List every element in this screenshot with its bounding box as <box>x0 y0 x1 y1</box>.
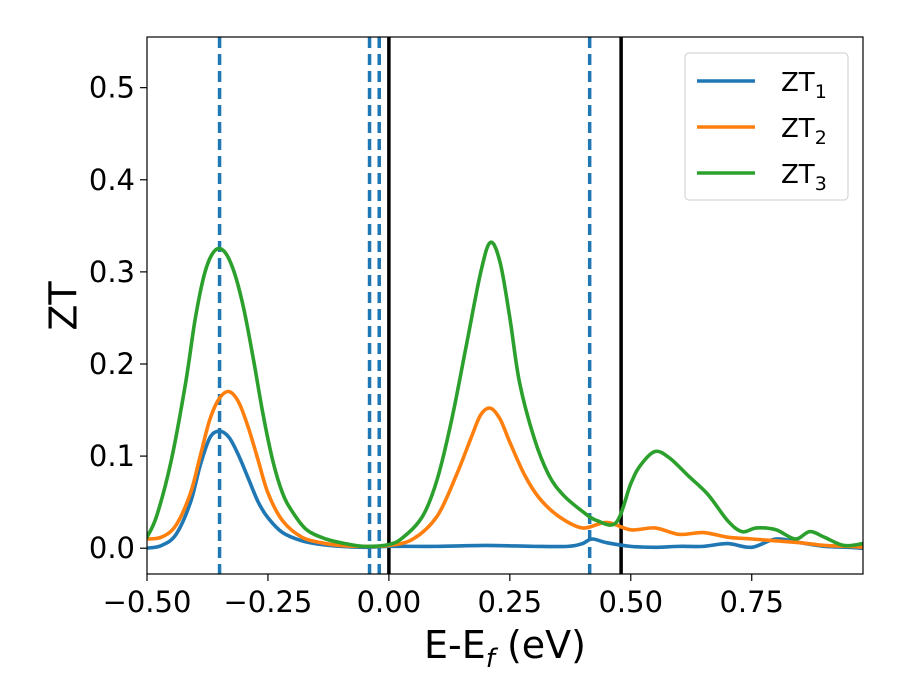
y-tick-label: 0.5 <box>89 71 135 105</box>
legend: ZT1 ZT2 ZT3 <box>684 52 849 201</box>
y-tick-label: 0.1 <box>89 439 135 473</box>
y-axis-ticks: 0.0 0.1 0.2 0.3 0.4 0.5 <box>89 71 147 565</box>
series-line-zt3 <box>147 240 863 549</box>
y-tick-label: 0.0 <box>89 531 135 565</box>
series-lines <box>147 240 863 551</box>
x-tick-label: 0.00 <box>357 585 422 619</box>
series-line-zt1 <box>147 429 863 551</box>
x-axis-ticks: −0.50 −0.25 0.00 0.25 0.50 0.75 <box>103 574 784 619</box>
x-tick-label: −0.25 <box>224 585 313 619</box>
x-tick-label: 0.50 <box>598 585 663 619</box>
series-line-zt2 <box>147 389 863 550</box>
vertical-reference-lines <box>217 37 623 574</box>
x-tick-label: −0.50 <box>103 585 192 619</box>
x-axis-title: E-Ef (eV) <box>424 623 586 674</box>
y-tick-label: 0.3 <box>89 255 135 289</box>
legend-frame <box>684 52 849 201</box>
x-tick-label: 0.75 <box>719 585 784 619</box>
y-tick-label: 0.2 <box>89 347 135 381</box>
legend-label-zt1: ZT1 <box>781 68 827 103</box>
legend-label-zt3: ZT3 <box>781 160 827 195</box>
plot-frame <box>146 36 864 575</box>
y-axis-title: ZT <box>42 281 86 331</box>
legend-label-zt2: ZT2 <box>781 114 827 149</box>
y-tick-label: 0.4 <box>89 163 135 197</box>
x-tick-label: 0.25 <box>478 585 543 619</box>
